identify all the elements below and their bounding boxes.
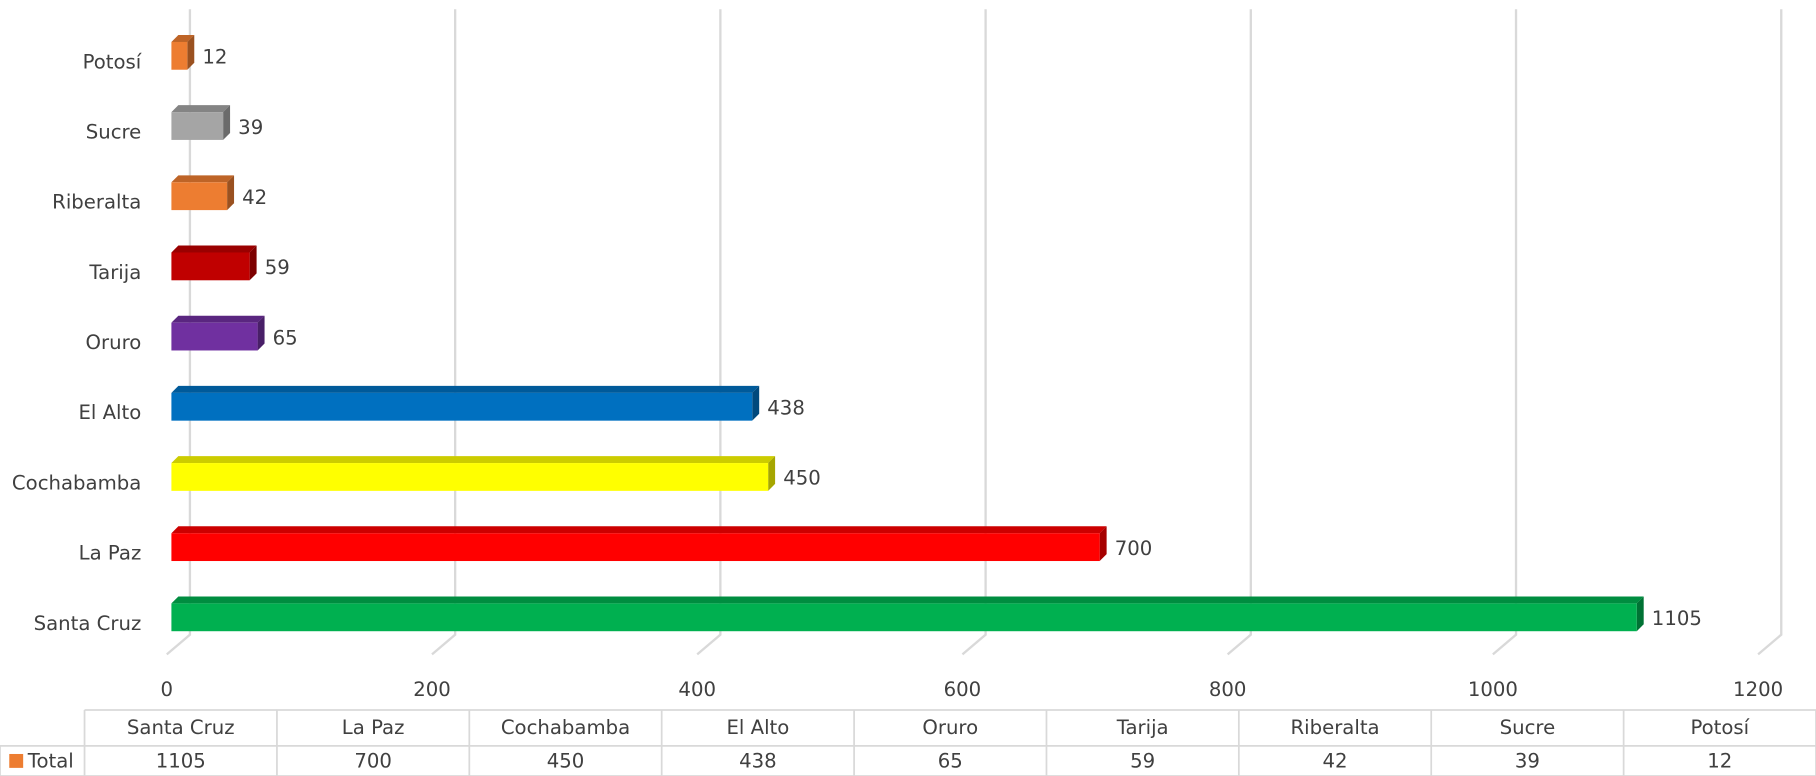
grid-line	[696, 9, 722, 656]
table-header: Sucre	[1500, 716, 1556, 739]
table-header: Oruro	[922, 716, 978, 739]
bar-top	[171, 34, 195, 42]
x-tick-label: 600	[944, 678, 982, 701]
x-tick-label: 0	[161, 678, 174, 701]
y-tick-label: El Alto	[78, 401, 141, 424]
bar-side	[249, 245, 257, 281]
legend-swatch	[9, 753, 24, 768]
bar-top	[171, 315, 265, 323]
bar	[171, 112, 224, 140]
y-tick-label: Cochabamba	[12, 471, 141, 494]
table-header: Riberalta	[1290, 716, 1379, 739]
table-header: Cochabamba	[501, 716, 630, 739]
x-tick-label: 1200	[1733, 678, 1783, 701]
bar	[171, 463, 769, 491]
bar-top	[171, 105, 231, 113]
data-label: 12	[202, 46, 227, 69]
bar-side	[752, 385, 760, 421]
x-tick-label: 200	[413, 678, 451, 701]
bar-side	[768, 456, 776, 491]
bar-side	[1636, 596, 1644, 632]
bar-top	[171, 526, 1107, 534]
data-label: 42	[242, 186, 267, 209]
data-label: 438	[767, 397, 805, 420]
y-tick-label: Sucre	[86, 120, 142, 143]
bar	[171, 252, 250, 281]
bar-side	[223, 105, 231, 140]
grid-line	[166, 9, 192, 656]
bar-top	[171, 245, 257, 253]
table-header: Potosí	[1690, 716, 1749, 739]
table-cell: 65	[938, 750, 963, 773]
bar-side	[187, 34, 195, 70]
grid-line	[1757, 9, 1783, 656]
table-cell: 1105	[156, 750, 206, 773]
y-tick-label: Oruro	[86, 331, 142, 354]
x-tick-label: 400	[678, 678, 716, 701]
grid-line	[961, 9, 987, 656]
table-header: La Paz	[342, 716, 405, 739]
bar	[171, 322, 258, 351]
bar-side	[257, 315, 265, 351]
bar	[171, 533, 1100, 562]
bar-top	[171, 456, 776, 464]
bar	[171, 603, 1637, 632]
table-header: Santa Cruz	[127, 716, 235, 739]
bar-top	[171, 175, 235, 183]
grid-line	[431, 9, 457, 656]
bar	[171, 182, 228, 211]
data-label: 65	[273, 326, 298, 349]
table-cell: 450	[547, 750, 585, 773]
y-tick-label: Riberalta	[52, 191, 141, 214]
data-label: 450	[783, 467, 821, 490]
bar	[171, 41, 188, 70]
y-tick-label: Santa Cruz	[34, 612, 142, 635]
table-cell: 700	[354, 750, 392, 773]
x-tick-label: 800	[1209, 678, 1247, 701]
bar-side	[1099, 526, 1107, 562]
x-tick-label: 1000	[1468, 678, 1518, 701]
data-label: 59	[265, 256, 290, 279]
bar-top	[171, 385, 760, 393]
table-cell: 12	[1707, 750, 1732, 773]
table-cell: 42	[1323, 750, 1348, 773]
bar	[171, 392, 753, 421]
table-cell: 59	[1130, 750, 1155, 773]
legend-label: Total	[27, 750, 74, 773]
bar-side	[227, 175, 235, 211]
grid-line	[1492, 9, 1518, 656]
y-tick-label: Tarija	[88, 261, 141, 284]
table-cell: 39	[1515, 750, 1540, 773]
data-label: 1105	[1652, 607, 1702, 630]
y-tick-label: Potosí	[83, 50, 142, 73]
data-label: 700	[1115, 537, 1153, 560]
table-cell: 438	[739, 750, 777, 773]
grid-line	[1226, 9, 1252, 656]
table-header: Tarija	[1116, 716, 1169, 739]
table-header: El Alto	[726, 716, 789, 739]
y-tick-label: La Paz	[79, 542, 142, 565]
data-label: 39	[238, 116, 263, 139]
bar-top	[171, 596, 1644, 604]
